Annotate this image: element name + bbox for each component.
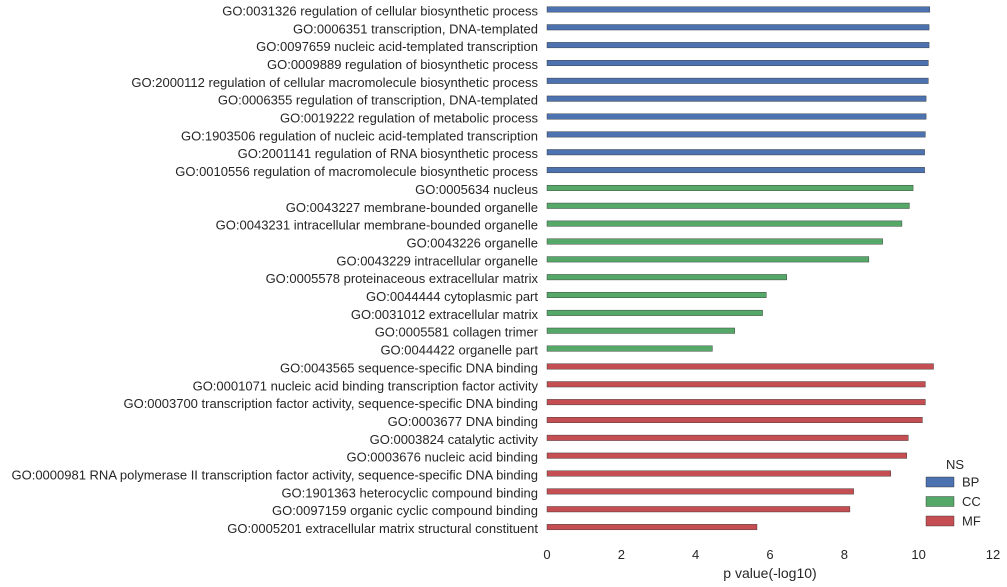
category-label: GO:0003824 catalytic activity — [370, 432, 539, 447]
x-tick-label: 10 — [911, 547, 925, 562]
category-label: GO:0043226 organelle — [406, 235, 538, 250]
category-label: GO:0006351 transcription, DNA-templated — [293, 21, 538, 36]
category-label: GO:0010556 regulation of macromolecule b… — [175, 164, 538, 179]
category-label: GO:0006355 regulation of transcription, … — [218, 93, 538, 108]
category-label: GO:0001071 nucleic acid binding transcri… — [193, 378, 539, 393]
category-label: GO:0043231 intracellular membrane-bounde… — [216, 218, 538, 233]
bar-bp — [546, 60, 929, 66]
bar-mf — [546, 452, 907, 459]
legend-label-mf: MF — [962, 514, 981, 529]
bar-cc — [546, 309, 763, 316]
x-tick-label: 4 — [692, 547, 699, 562]
category-label: GO:0043227 membrane-bounded organelle — [286, 200, 538, 215]
category-label: GO:0097659 nucleic acid-templated transc… — [256, 39, 538, 54]
bar-bp — [546, 95, 927, 102]
legend-swatch-bp — [925, 476, 955, 488]
legend-title: NS — [946, 457, 964, 472]
category-label: GO:0005634 nucleus — [415, 182, 538, 197]
legend-label-cc: CC — [962, 494, 981, 509]
category-label: GO:0043565 sequence-specific DNA binding — [280, 360, 538, 375]
category-label: GO:0044444 cytoplasmic part — [366, 289, 538, 304]
bar-mf — [546, 524, 758, 531]
category-label: GO:1903506 regulation of nucleic acid-te… — [181, 128, 538, 143]
category-label: GO:0003700 transcription factor activity… — [123, 396, 538, 411]
bar-cc — [546, 202, 910, 209]
category-label: GO:0003676 nucleic acid binding — [346, 450, 538, 465]
bar-bp — [546, 113, 927, 120]
bar-cc — [546, 345, 713, 352]
category-label: GO:0000981 RNA polymerase II transcripti… — [11, 468, 538, 483]
bar-bp — [546, 42, 930, 49]
bar-mf — [546, 470, 891, 477]
x-tick-label: 0 — [543, 547, 550, 562]
category-label: GO:0043229 intracellular organelle — [336, 253, 538, 268]
category-label: GO:0005201 extracellular matrix structur… — [227, 521, 538, 536]
category-label: GO:1901363 heterocyclic compound binding — [281, 485, 538, 500]
x-tick-label: 12 — [986, 547, 1000, 562]
bar-cc — [546, 274, 787, 281]
category-label: GO:0003677 DNA binding — [388, 414, 538, 429]
category-label: GO:0005581 collagen trimer — [375, 325, 539, 340]
category-label: GO:0031012 extracellular matrix — [351, 307, 539, 322]
bar-bp — [546, 131, 926, 138]
bar-mf — [546, 488, 854, 495]
bar-cc — [546, 238, 883, 245]
category-label: GO:0005578 proteinaceous extracellular m… — [266, 271, 539, 286]
bar-cc — [546, 220, 903, 227]
x-axis-title: p value(-log10) — [723, 565, 816, 581]
bar-mf — [546, 434, 909, 441]
x-tick-label: 2 — [618, 547, 625, 562]
bar-mf — [546, 363, 934, 370]
category-label: GO:0009889 regulation of biosynthetic pr… — [267, 57, 539, 72]
bar-mf — [546, 381, 926, 388]
bar-cc — [546, 184, 914, 191]
bar-mf — [546, 399, 926, 406]
bar-cc — [546, 256, 870, 263]
legend-label-bp: BP — [962, 475, 979, 490]
bar-cc — [546, 292, 767, 298]
category-label: GO:2000112 regulation of cellular macrom… — [131, 75, 538, 90]
category-label: GO:0019222 regulation of metabolic proce… — [280, 111, 538, 126]
category-label: GO:0031326 regulation of cellular biosyn… — [222, 3, 538, 18]
legend-swatch-cc — [925, 496, 955, 507]
bar-bp — [546, 149, 925, 156]
bar-bp — [546, 24, 930, 31]
bar-bp — [546, 6, 931, 13]
bar-bp — [546, 167, 925, 174]
bar-bp — [546, 77, 929, 84]
category-label: GO:2001141 regulation of RNA biosyntheti… — [238, 146, 539, 161]
legend-swatch-mf — [925, 515, 955, 527]
bar-mf — [546, 417, 923, 423]
category-label: GO:0044422 organelle part — [380, 343, 538, 358]
category-label: GO:0097159 organic cyclic compound bindi… — [272, 503, 538, 518]
bar-cc — [546, 327, 735, 334]
x-tick-label: 6 — [766, 547, 773, 562]
x-tick-label: 8 — [841, 547, 848, 562]
bar-mf — [546, 506, 851, 513]
